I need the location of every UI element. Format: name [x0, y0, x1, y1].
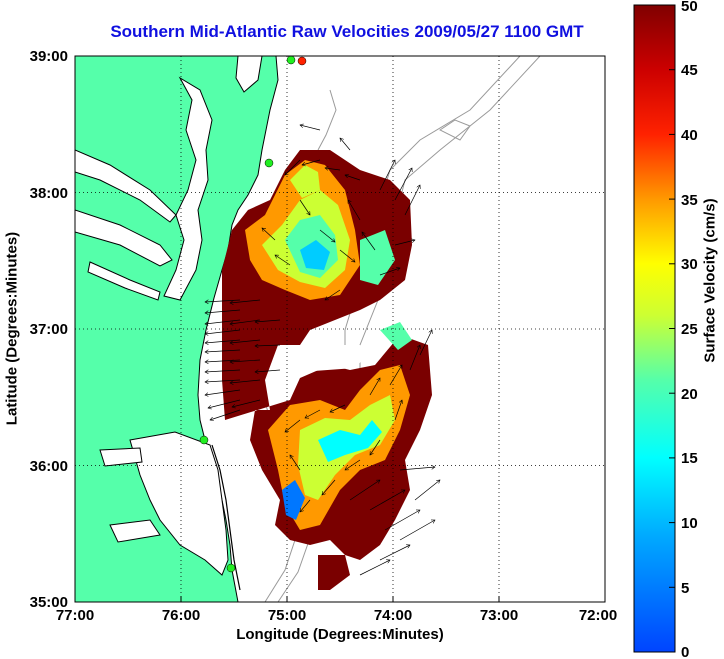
colorbar-tick-label: 40	[681, 127, 698, 144]
colorbar-tick-labels: 50 45 40 35 30 25 20 15 10 5 0	[681, 0, 698, 659]
plot-frame	[74, 55, 606, 603]
x-axis-label: Longitude (Degrees:Minutes)	[236, 626, 444, 643]
colorbar-tick-label: 10	[681, 515, 698, 532]
x-tick-label: 76:00	[162, 607, 200, 624]
velocity-vectors	[205, 125, 440, 576]
colorbar-ticks	[669, 4, 675, 588]
site-marker	[264, 158, 274, 168]
x-tick-label: 77:00	[56, 607, 94, 624]
x-tick-label: 75:00	[268, 607, 306, 624]
x-tick-labels: 77:00 76:00 75:00 74:00 73:00 72:00	[56, 607, 617, 624]
colorbar-tick-label: 5	[681, 580, 689, 597]
colorbar-tick-label: 50	[681, 0, 698, 15]
site-marker	[199, 435, 209, 445]
colorbar-tick-label: 20	[681, 386, 698, 403]
radar-sites	[199, 56, 307, 573]
site-marker	[226, 563, 236, 573]
y-axis-label: Latitude (Degrees:Minutes)	[3, 231, 21, 426]
colorbar-tick-label: 30	[681, 256, 698, 273]
y-tick-label: 36:00	[30, 458, 68, 475]
map-title: Southern Mid-Atlantic Raw Velocities 200…	[110, 22, 584, 41]
y-tick-label: 38:00	[30, 185, 68, 202]
site-marker-red	[297, 56, 307, 66]
colorbar-label: Surface Velocity (cm/s)	[701, 198, 719, 363]
x-tick-label: 72:00	[579, 607, 617, 624]
colorbar	[633, 4, 676, 653]
site-marker	[286, 56, 296, 65]
colorbar-tick-label: 25	[681, 321, 698, 338]
x-tick-label: 73:00	[480, 607, 518, 624]
colorbar-tick-label: 0	[681, 644, 689, 659]
colorbar-tick-label: 45	[681, 62, 698, 79]
x-axis-ticks	[74, 596, 606, 602]
colorbar-tick-label: 15	[681, 450, 698, 467]
y-tick-label: 37:00	[30, 321, 68, 338]
grid-lines	[75, 56, 605, 602]
colorbar-tick-label: 35	[681, 192, 698, 209]
velocity-heatmap	[222, 150, 432, 590]
y-tick-label: 35:00	[30, 594, 68, 611]
y-tick-label: 39:00	[30, 48, 68, 65]
y-tick-labels: 39:00 38:00 37:00 36:00 35:00	[30, 48, 68, 611]
x-tick-label: 74:00	[374, 607, 412, 624]
